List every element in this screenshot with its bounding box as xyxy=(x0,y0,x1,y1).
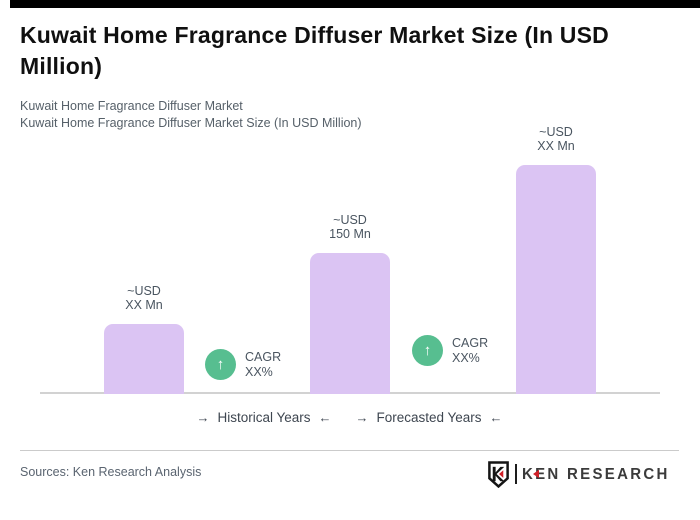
cagr-label: CAGR xyxy=(245,349,282,364)
cagr-value: XX% xyxy=(452,350,480,365)
arrow-up-icon: ↑ xyxy=(205,349,236,380)
bar-historical xyxy=(104,324,184,394)
ken-shield-k-icon xyxy=(488,460,509,488)
arrow-right-icon: → xyxy=(196,410,210,425)
arrow-right-icon: → xyxy=(355,410,369,425)
logo-divider xyxy=(515,464,517,484)
cagr-badge-2: ↑ CAGR XX% xyxy=(412,335,488,366)
bar-chart: ~USD XX Mn ↑ CAGR XX% ~USD 150 Mn ↑ CAGR… xyxy=(0,120,700,394)
bar-label-line: XX Mn xyxy=(125,298,163,312)
bar-label-line: 150 Mn xyxy=(329,227,371,241)
axis-label-forecasted: → Forecasted Years ← xyxy=(355,410,502,425)
arrow-left-icon: ← xyxy=(489,410,503,425)
bar-value-label-2: ~USD 150 Mn xyxy=(290,213,410,241)
bar-label-line: ~USD xyxy=(333,213,367,227)
cagr-text-2: CAGR XX% xyxy=(452,336,488,366)
subtitle-line-1: Kuwait Home Fragrance Diffuser Market xyxy=(20,99,243,113)
axis-label-text: Historical Years xyxy=(217,410,311,425)
cagr-value: XX% xyxy=(245,364,273,379)
arrow-left-icon: ← xyxy=(318,410,332,425)
axis-label-text: Forecasted Years xyxy=(376,410,482,425)
top-accent-bar xyxy=(10,0,700,8)
logo-text: KEN RESEARCH xyxy=(522,465,670,483)
bar-current xyxy=(310,253,390,394)
bar-label-line: ~USD xyxy=(127,284,161,298)
bar-forecast xyxy=(516,165,596,394)
arrow-up-icon: ↑ xyxy=(412,335,443,366)
cagr-badge-1: ↑ CAGR XX% xyxy=(205,349,281,380)
cagr-text-1: CAGR XX% xyxy=(245,350,281,380)
cagr-label: CAGR xyxy=(452,335,489,350)
page-title: Kuwait Home Fragrance Diffuser Market Si… xyxy=(20,22,609,79)
footer-divider xyxy=(20,450,679,451)
bar-value-label-1: ~USD XX Mn xyxy=(84,284,204,312)
bar-value-label-3: ~USD XX Mn xyxy=(496,125,616,153)
ken-research-logo: KEN RESEARCH xyxy=(487,460,670,488)
sources-note: Sources: Ken Research Analysis xyxy=(20,465,202,479)
bar-label-line: XX Mn xyxy=(537,139,575,153)
axis-label-historical: → Historical Years ← xyxy=(196,410,331,425)
subtitle-line-2: Kuwait Home Fragrance Diffuser Market Si… xyxy=(20,116,362,130)
bar-label-line: ~USD xyxy=(539,125,573,139)
